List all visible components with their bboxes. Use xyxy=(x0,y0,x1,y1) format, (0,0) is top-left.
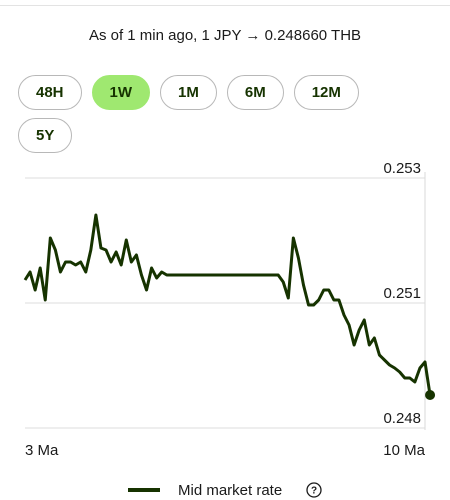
divider xyxy=(0,0,450,6)
y-tick-label: 0.253 xyxy=(383,160,421,177)
x-tick-label: 3 Ma xyxy=(25,442,59,459)
x-tick-label: 10 Ma xyxy=(383,442,425,459)
rate-info: As of 1 min ago, 1 JPY → 0.248660 THB xyxy=(88,27,362,44)
help-icon[interactable]: ? xyxy=(306,482,322,498)
last-point xyxy=(425,390,436,400)
y-tick-label: 0.251 xyxy=(383,285,421,302)
period-tabs: 48H 1W 1M 6M 12M 5Y xyxy=(18,75,388,153)
legend-label: Mid market rate xyxy=(178,482,282,499)
period-tab[interactable]: 1W xyxy=(91,75,151,110)
period-tab[interactable]: 12M xyxy=(293,75,359,110)
period-tab[interactable]: 1M xyxy=(160,75,217,110)
period-tab[interactable]: 6M xyxy=(226,75,284,110)
y-tick-label: 0.248 xyxy=(383,410,421,427)
period-tab[interactable]: 48H xyxy=(18,75,82,110)
svg-text:?: ? xyxy=(311,486,317,497)
rate-line xyxy=(23,213,432,396)
period-tab[interactable]: 5Y xyxy=(18,118,73,153)
